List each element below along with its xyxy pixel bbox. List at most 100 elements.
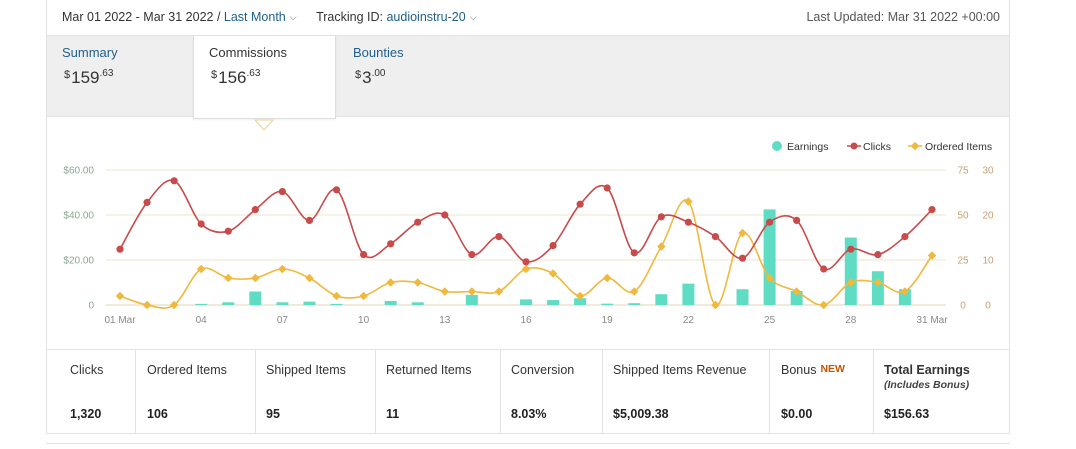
- x-axis-tick: 07: [277, 315, 289, 326]
- earnings-bar: [249, 291, 262, 305]
- earnings-bar: [736, 289, 749, 305]
- ordered-items-point: [873, 278, 883, 287]
- chart-points: [115, 177, 937, 310]
- tracking-id-selector[interactable]: audioinstru-20: [386, 10, 466, 24]
- clicks-point: [522, 258, 530, 266]
- earnings-bar: [871, 271, 884, 305]
- stat-value: $156.63: [884, 407, 930, 421]
- clicks-point: [197, 220, 205, 228]
- clicks-point: [441, 211, 449, 219]
- ordered-items-point: [115, 291, 125, 301]
- clicks-point: [793, 216, 801, 224]
- ordered-items-point: [521, 264, 531, 274]
- clicks-point: [766, 218, 774, 226]
- x-axis-tick: 22: [683, 315, 695, 326]
- legend-earnings-label: Earnings: [787, 141, 828, 153]
- ordered-items-point: [224, 273, 233, 283]
- legend-earnings-marker: [772, 141, 782, 151]
- stat-conversion: Conversion 8.03%: [500, 350, 603, 434]
- right-axis-items-tick: 0: [985, 301, 991, 312]
- x-axis-tick: 01 Mar: [104, 315, 136, 326]
- stat-header: Returned Items: [386, 363, 472, 377]
- stat-subheader: (Includes Bonus): [884, 379, 970, 391]
- ordered-items-point: [927, 251, 937, 260]
- ordered-items-point: [846, 278, 856, 287]
- tab-summary[interactable]: Summary $159.63: [47, 36, 193, 116]
- next-panel-edge: [46, 443, 1010, 449]
- earnings-bar: [195, 303, 208, 305]
- active-tab-pointer: [253, 119, 275, 131]
- x-axis-tick: 10: [358, 315, 370, 326]
- stat-ordered-items: Ordered Items 106: [135, 350, 256, 434]
- clicks-point: [224, 227, 232, 235]
- date-separator: /: [213, 10, 224, 24]
- stat-returned-items: Returned Items 11: [375, 350, 501, 434]
- clicks-point: [820, 265, 828, 273]
- clicks-point: [170, 177, 178, 185]
- stat-value: $5,009.38: [613, 407, 669, 421]
- earnings-bar: [411, 302, 424, 305]
- earnings-bar: [276, 302, 289, 305]
- x-axis-tick: 31 Mar: [916, 315, 948, 326]
- clicks-point: [630, 249, 638, 257]
- clicks-point: [657, 213, 665, 221]
- ordered-items-point: [359, 291, 368, 301]
- ordered-items-point: [711, 300, 720, 310]
- legend-ordered-marker: [910, 141, 920, 151]
- clicks-point: [251, 206, 259, 214]
- clicks-line: [119, 179, 933, 271]
- ordered-items-point: [251, 273, 260, 283]
- legend-clicks-marker: [850, 142, 858, 150]
- report-toolbar: Mar 01 2022 - Mar 31 2022 / Last Month ⌵ …: [47, 0, 1009, 36]
- chevron-down-icon[interactable]: ⌵: [469, 12, 477, 22]
- right-axis-clicks-tick: 50: [957, 211, 969, 222]
- stat-value: 106: [147, 407, 168, 421]
- summary-tabs: Summary $159.63 Commissions $156.63 Boun…: [47, 36, 1009, 119]
- ordered-items-point: [305, 273, 314, 283]
- chevron-down-icon[interactable]: ⌵: [289, 12, 297, 22]
- tab-summary-value: $159.63: [64, 68, 114, 87]
- clicks-point: [847, 245, 855, 253]
- tab-commissions-value: $156.63: [211, 68, 261, 87]
- clicks-point: [603, 184, 611, 192]
- ordered-items-point: [196, 264, 206, 274]
- stat-header: Conversion: [511, 363, 575, 377]
- stat-bonus: Bonus NEW $0.00: [769, 350, 874, 434]
- right-axis-clicks-tick: 0: [960, 301, 966, 312]
- ordered-items-line: [119, 199, 933, 309]
- legend-ordered-label: Ordered Items: [925, 141, 992, 153]
- clicks-point: [143, 198, 151, 206]
- ordered-items-point: [765, 273, 774, 283]
- ordered-items-point: [657, 242, 666, 251]
- ordered-items-point: [332, 291, 341, 301]
- left-axis-tick: 0: [88, 301, 94, 312]
- tab-bounties[interactable]: Bounties $3.00: [338, 36, 484, 116]
- stat-total-earnings: Total Earnings (Includes Bonus) $156.63: [873, 350, 1009, 434]
- clicks-point: [684, 218, 693, 226]
- tab-bounties-value: $3.00: [355, 68, 386, 87]
- clicks-point: [901, 233, 909, 241]
- earnings-bar: [222, 302, 235, 305]
- earnings-bar: [844, 237, 857, 305]
- earnings-bar: [574, 298, 587, 305]
- earnings-bar: [628, 303, 641, 305]
- right-axis-items-tick: 20: [982, 211, 994, 222]
- stat-header: Clicks: [70, 363, 104, 377]
- stats-row: Clicks 1,320 Ordered Items 106 Shipped I…: [47, 349, 1009, 434]
- chart-grid: [106, 169, 946, 306]
- earnings-chart: Earnings Clicks Ordered Items 0 0 0 $20.00 25 1…: [63, 119, 994, 327]
- ordered-items-point: [494, 287, 504, 296]
- stat-clicks: Clicks 1,320: [47, 350, 136, 434]
- x-axis-tick: 25: [764, 315, 776, 326]
- ordered-items-point: [630, 287, 639, 296]
- clicks-point: [116, 245, 124, 253]
- ordered-items-point: [602, 273, 612, 283]
- period-selector[interactable]: Last Month: [223, 10, 286, 24]
- legend-clicks-label: Clicks: [863, 141, 891, 153]
- stat-header: Total Earnings: [884, 363, 970, 377]
- chart-axes: 0 0 0 $20.00 25 10 $40.00 50 20 $60.00 75 30 01 Mar 0…: [63, 166, 994, 327]
- right-axis-clicks-tick: 25: [957, 256, 969, 267]
- tab-commissions[interactable]: Commissions $156.63: [193, 36, 336, 119]
- right-axis-items-tick: 10: [982, 256, 994, 267]
- x-axis-tick: 19: [602, 315, 614, 326]
